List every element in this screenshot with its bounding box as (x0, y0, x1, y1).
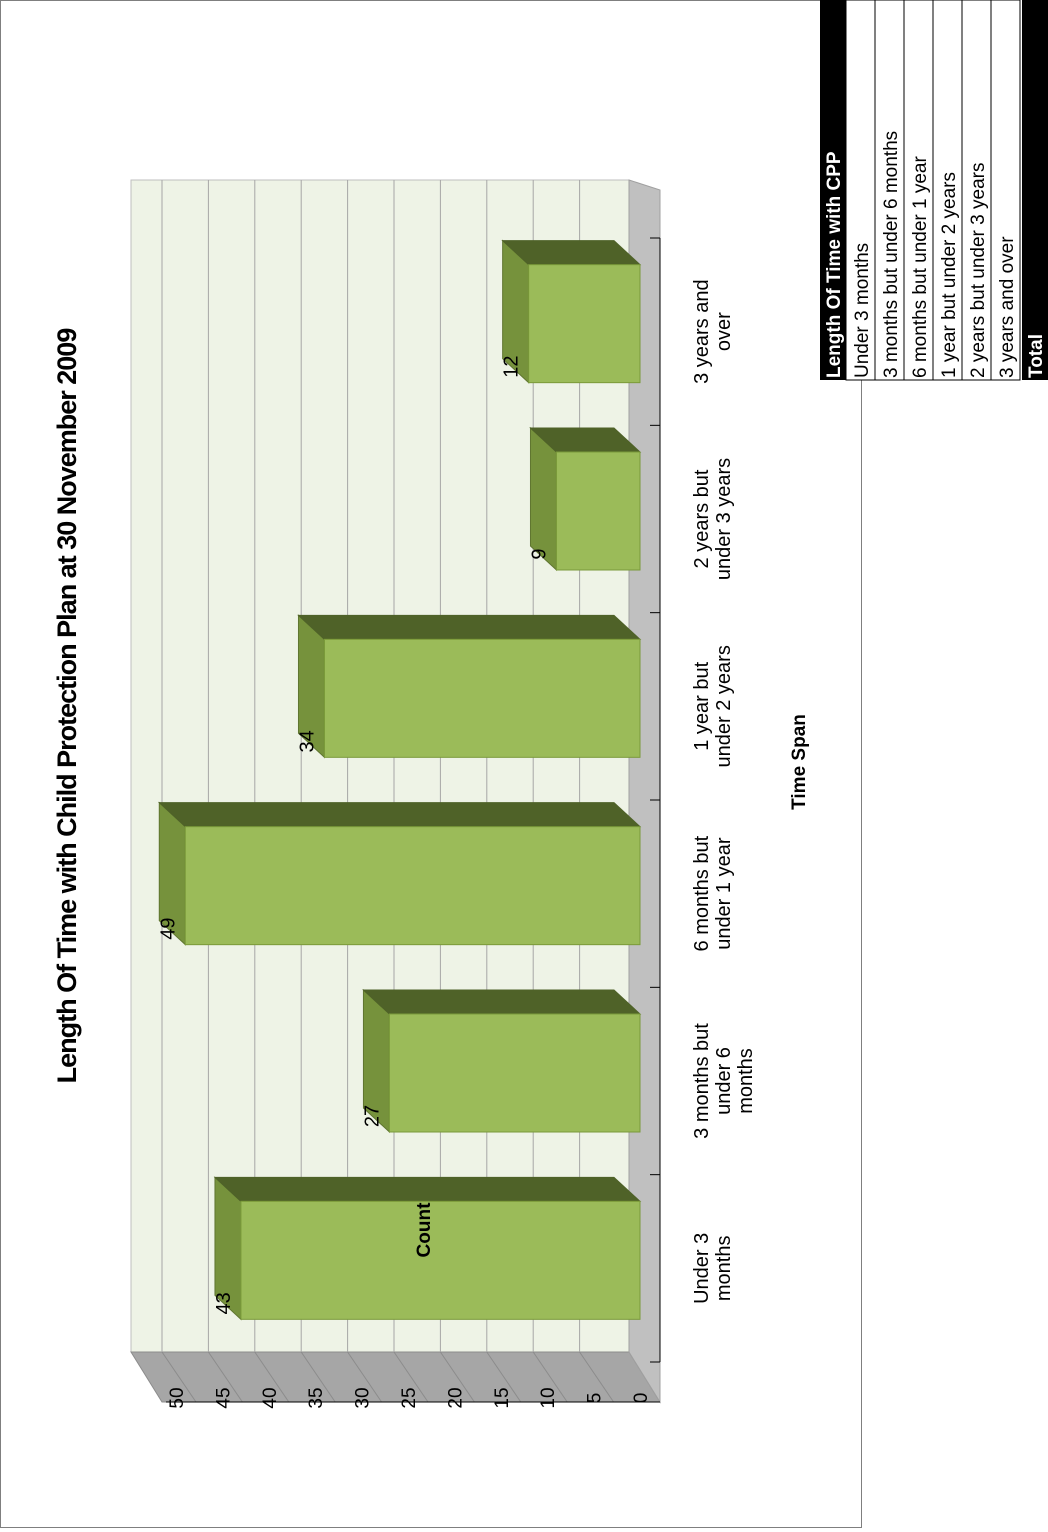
bar-side (158, 802, 642, 828)
chart-title: Length Of Time with Child Protection Pla… (52, 328, 82, 1084)
gridline-side (254, 1351, 290, 1403)
table-total-bg (1022, 0, 1048, 380)
chart-frame (0, 0, 862, 1528)
gridline-side (161, 1351, 197, 1403)
category-label: 3 years and (691, 279, 713, 384)
y-tick-label: 0 (631, 1393, 652, 1404)
category-label: under 1 year (713, 837, 735, 950)
category-label: months (735, 1048, 757, 1114)
gridline-side (300, 1351, 336, 1403)
x-axis-title: Time Span (789, 714, 810, 810)
bar (240, 1200, 641, 1320)
bar (528, 264, 641, 384)
table-row (990, 0, 1021, 381)
data-label: 12 (501, 356, 523, 378)
gridline-side (532, 1351, 568, 1403)
table-rows: Under 3 months 3 months but under 6 month… (845, 0, 1021, 381)
y-tick-label: 25 (399, 1387, 420, 1408)
bar (555, 451, 641, 571)
y-tick-label: 35 (306, 1387, 327, 1408)
category-label: under 3 years (713, 458, 735, 580)
y-tick-label: 40 (260, 1387, 281, 1408)
category-label: over (713, 312, 735, 351)
y-axis-title: Count (414, 1202, 435, 1258)
table-header: Length Of Time with CPP (824, 151, 845, 378)
bar (323, 638, 641, 758)
y-tick-label: 30 (353, 1387, 374, 1408)
bar-side (213, 1176, 642, 1202)
bar (388, 1013, 641, 1133)
data-label: 27 (361, 1105, 383, 1127)
data-label: 9 (528, 548, 550, 559)
bar-side (362, 989, 642, 1015)
table-row-label: 1 year but under 2 years (939, 172, 960, 378)
data-label: 49 (157, 918, 179, 940)
gridline-side (439, 1351, 475, 1403)
y-tick-label: 50 (167, 1387, 188, 1408)
table-row-label: 3 years and over (997, 236, 1018, 378)
category-label: 2 years but (691, 469, 713, 568)
gridline-side (393, 1351, 429, 1403)
table-row (961, 0, 992, 381)
gridline-side (579, 1351, 615, 1403)
y-tick-label: 10 (538, 1387, 559, 1408)
table-row (903, 0, 934, 381)
gridline-side (207, 1351, 243, 1403)
bar (184, 826, 641, 946)
table-row-label: 3 months but under 6 months (881, 131, 902, 378)
y-tick-label: 5 (585, 1393, 606, 1404)
category-label: under 6 (713, 1047, 735, 1115)
gridline-side (347, 1351, 383, 1403)
side-wall (130, 1351, 661, 1403)
category-label: months (713, 1236, 735, 1302)
category-label: 3 months but (691, 1023, 713, 1139)
y-tick-label: 15 (492, 1387, 513, 1408)
category-label: Under 3 (691, 1233, 713, 1304)
gridline-side (486, 1351, 522, 1403)
y-tick-label: 45 (213, 1387, 234, 1408)
table-row-label: Under 3 months (852, 243, 873, 378)
category-label: 6 months but (691, 835, 713, 951)
y-tick-label: 20 (445, 1387, 466, 1408)
legend-table: Length Of Time with CPP Under 3 months 3 … (820, 0, 1048, 381)
category-label: 1 year but (691, 661, 713, 750)
table-row-label: 2 years but under 3 years (968, 163, 989, 378)
table-header-bg (820, 0, 846, 380)
data-label: 34 (296, 730, 318, 752)
data-label: 43 (213, 1292, 235, 1314)
bar-side (297, 614, 642, 640)
table-row (932, 0, 963, 381)
table-row-label: 6 months but under 1 year (910, 156, 931, 378)
category-label: under 2 years (713, 645, 735, 767)
table-total-label: Total (1026, 334, 1047, 378)
